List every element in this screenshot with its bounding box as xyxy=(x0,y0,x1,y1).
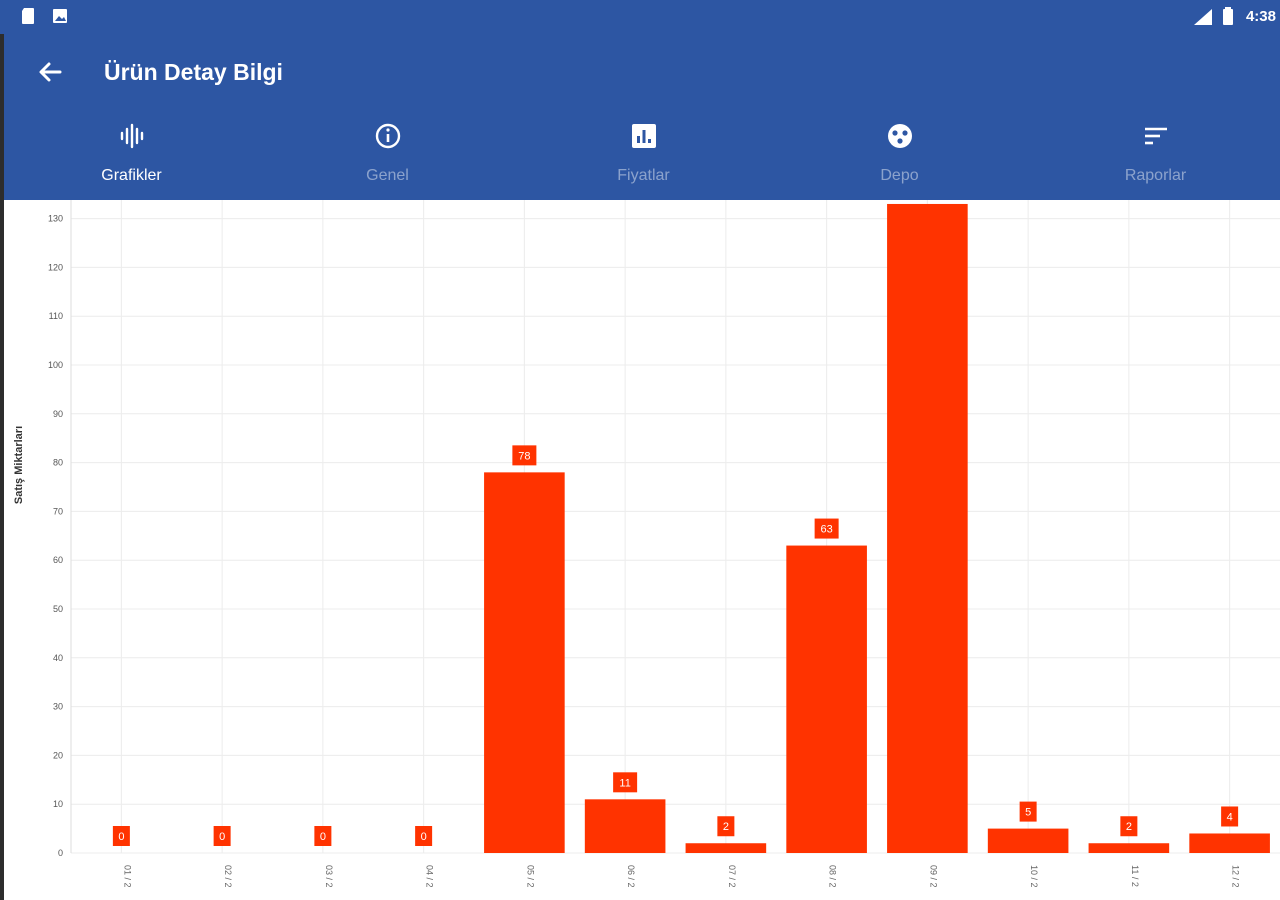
tab-label: Genel xyxy=(366,167,409,184)
tab-label: Depo xyxy=(880,167,919,184)
bar xyxy=(584,799,666,853)
y-tick-label: 30 xyxy=(53,702,63,712)
data-label-bg xyxy=(1221,806,1239,827)
back-arrow-icon[interactable] xyxy=(34,56,66,88)
bar xyxy=(685,843,767,853)
status-time: 4:38 xyxy=(1245,8,1276,25)
x-tick-label: 10 / 2 xyxy=(1029,865,1039,888)
data-label: 63 xyxy=(821,524,833,536)
y-tick-label: 70 xyxy=(53,506,63,516)
x-tick-label: 01 / 2 xyxy=(122,865,132,888)
window-left-edge xyxy=(0,34,4,900)
y-tick-label: 130 xyxy=(48,214,63,224)
x-tick-label: 11 / 2 xyxy=(1130,865,1140,887)
y-tick-label: 80 xyxy=(53,458,63,468)
y-tick-label: 20 xyxy=(53,750,63,760)
y-tick-label: 90 xyxy=(53,409,63,419)
bar xyxy=(484,472,565,853)
y-tick-label: 50 xyxy=(53,604,63,614)
x-tick-label: 07 / 2 xyxy=(727,865,737,888)
page-title: Ürün Detay Bilgi xyxy=(104,59,283,85)
signal-icon xyxy=(1194,9,1212,25)
data-label-bg xyxy=(415,826,433,846)
bar xyxy=(786,545,867,853)
bar xyxy=(887,203,968,853)
info-icon xyxy=(375,123,400,149)
data-label: 0 xyxy=(421,831,427,843)
tab-genel[interactable]: Genel xyxy=(260,114,515,200)
active-tab-indicator xyxy=(4,276,261,280)
x-tick-label: 02 / 2 xyxy=(223,865,233,888)
tab-label: Raporlar xyxy=(1124,167,1187,184)
warehouse-icon xyxy=(887,124,912,148)
data-label: 11 xyxy=(619,777,630,789)
sort-icon xyxy=(1144,127,1167,145)
y-tick-label: 40 xyxy=(53,653,63,663)
data-label: 5 xyxy=(1025,807,1031,819)
tab-fiyatlar[interactable]: Fiyatlar xyxy=(516,114,771,200)
app-bar: Ürün Detay Bilgi Grafikler Genel xyxy=(4,34,1280,280)
data-label-bg xyxy=(1120,816,1138,837)
tab-raporlar[interactable]: Raporlar xyxy=(1028,114,1280,200)
y-tick-label: 60 xyxy=(53,555,63,565)
x-tick-label: 05 / 2 xyxy=(525,865,535,888)
bar-chart-icon xyxy=(631,124,656,148)
data-label: 4 xyxy=(1227,811,1233,823)
x-tick-label: 03 / 2 xyxy=(324,865,334,888)
bar xyxy=(1189,833,1270,853)
data-label-bg xyxy=(814,518,839,539)
data-label-bg xyxy=(717,816,735,837)
sd-card-icon xyxy=(22,8,34,24)
x-tick-label: 12 / 2 xyxy=(1231,865,1241,888)
data-label-bg xyxy=(1019,801,1037,822)
data-label-bg xyxy=(613,772,638,793)
y-axis-label: Satış Miktarları xyxy=(13,426,25,504)
data-label: 0 xyxy=(320,831,326,843)
data-label-bg xyxy=(512,445,537,466)
tab-grafikler[interactable]: Grafikler xyxy=(4,114,259,200)
data-label: 78 xyxy=(518,450,530,462)
y-tick-label: 100 xyxy=(48,360,63,370)
x-tick-label: 04 / 2 xyxy=(425,865,435,888)
tab-label: Grafikler xyxy=(101,167,162,184)
bar xyxy=(987,828,1069,853)
data-label-bg xyxy=(213,826,231,846)
data-label: 0 xyxy=(219,831,225,843)
x-tick-label: 09 / 2 xyxy=(928,865,938,888)
data-label: 2 xyxy=(723,821,729,833)
battery-icon xyxy=(1223,7,1233,25)
y-tick-label: 0 xyxy=(58,848,63,858)
x-tick-label: 08 / 2 xyxy=(828,865,838,888)
y-tick-label: 110 xyxy=(49,311,63,321)
data-label-bg xyxy=(112,826,130,846)
waveform-icon xyxy=(120,123,143,149)
tab-depo[interactable]: Depo xyxy=(772,114,1027,200)
data-label: 2 xyxy=(1126,821,1132,833)
data-label: 0 xyxy=(118,831,124,843)
x-tick-label: 06 / 2 xyxy=(626,865,636,888)
tab-label: Fiyatlar xyxy=(617,167,670,184)
status-bar: 4:38 xyxy=(0,0,1280,34)
y-tick-label: 10 xyxy=(53,799,63,809)
y-tick-label: 120 xyxy=(48,262,63,272)
image-notification-icon xyxy=(53,9,67,23)
bar xyxy=(1088,843,1170,853)
tab-bar: Grafikler Genel Fiyatlar xyxy=(4,114,1280,280)
data-label-bg xyxy=(314,826,332,846)
